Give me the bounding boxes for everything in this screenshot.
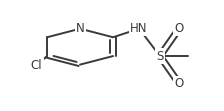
Text: O: O	[174, 77, 184, 90]
Text: Cl: Cl	[31, 59, 43, 72]
Text: O: O	[174, 22, 184, 35]
Text: S: S	[156, 50, 164, 63]
Text: N: N	[76, 22, 84, 35]
Text: HN: HN	[130, 22, 148, 35]
